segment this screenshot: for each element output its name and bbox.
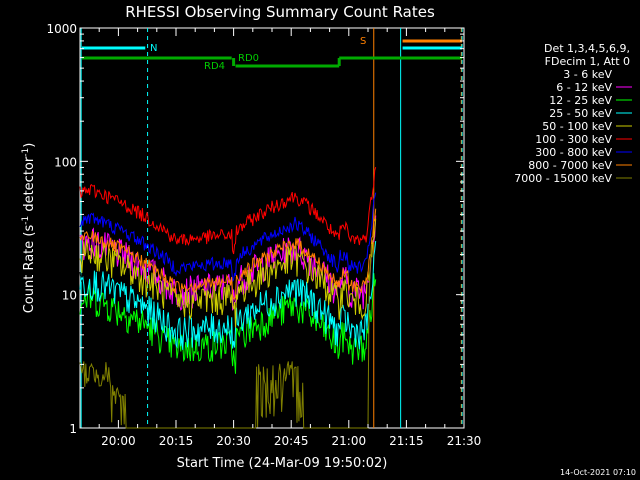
- y-label-part: ): [22, 143, 37, 148]
- series-line: [79, 240, 377, 350]
- generated-timestamp: 14-Oct-2021 07:10: [560, 468, 636, 477]
- legend-header: FDecim 1, Att 0: [545, 55, 630, 68]
- series-line: [79, 166, 377, 255]
- annotation-s: S: [360, 36, 366, 47]
- y-label-sup: -1: [21, 216, 31, 225]
- legend-entry-label: 3 - 6 keV: [563, 68, 612, 81]
- y-axis-label: Count Rate (s-1 detector-1): [21, 143, 37, 314]
- legend-entry-label: 100 - 300 keV: [535, 133, 612, 146]
- y-tick-label: 1000: [46, 22, 77, 36]
- x-tick-label: 20:30: [216, 434, 251, 448]
- legend: Det 1,3,4,5,6,9, FDecim 1, Att 0 3 - 6 k…: [514, 42, 632, 185]
- legend-entry-label: 800 - 7000 keV: [528, 159, 612, 172]
- y-tick-label: 1: [69, 422, 77, 436]
- series-line: [79, 192, 377, 283]
- annotation-rd0: RD0: [238, 53, 259, 64]
- legend-entry-label: 7000 - 15000 keV: [514, 172, 612, 185]
- chart-title: RHESSI Observing Summary Count Rates: [125, 3, 435, 21]
- y-axis: 1 10 100 1000: [46, 22, 464, 436]
- annotations: N S RD0 RD4: [150, 36, 366, 72]
- y-label-part: Count Rate (s: [22, 225, 37, 314]
- x-tick-label: 20:45: [274, 434, 309, 448]
- legend-entry-label: 25 - 50 keV: [549, 107, 612, 120]
- legend-entry-label: 300 - 800 keV: [535, 146, 612, 159]
- legend-entry-label: 6 - 12 keV: [556, 81, 612, 94]
- x-tick-label: 21:30: [447, 434, 482, 448]
- series-line: [79, 243, 373, 429]
- x-tick-label: 20:15: [159, 434, 194, 448]
- legend-header: Det 1,3,4,5,6,9,: [544, 42, 630, 55]
- x-axis: 20:00 20:15 20:30 20:45 21:00 21:15 21:30: [98, 28, 482, 448]
- y-tick-label: 100: [54, 155, 77, 169]
- annotation-rd4: RD4: [204, 61, 225, 72]
- series-line: [79, 273, 377, 374]
- y-label-sup: -1: [21, 148, 31, 157]
- plot-background: [80, 28, 464, 428]
- x-tick-label: 21:00: [332, 434, 367, 448]
- series-line: [79, 218, 377, 328]
- legend-entry-label: 12 - 25 keV: [549, 94, 612, 107]
- series-line: [79, 208, 377, 300]
- plot-area: [79, 27, 465, 429]
- y-tick-label: 10: [62, 289, 77, 303]
- annotation-n: N: [150, 43, 157, 54]
- legend-entry-label: 50 - 100 keV: [542, 120, 612, 133]
- x-tick-label: 21:15: [389, 434, 424, 448]
- x-tick-label: 20:00: [101, 434, 136, 448]
- x-axis-label: Start Time (24-Mar-09 19:50:02): [177, 456, 388, 471]
- y-label-part: detector: [22, 156, 37, 216]
